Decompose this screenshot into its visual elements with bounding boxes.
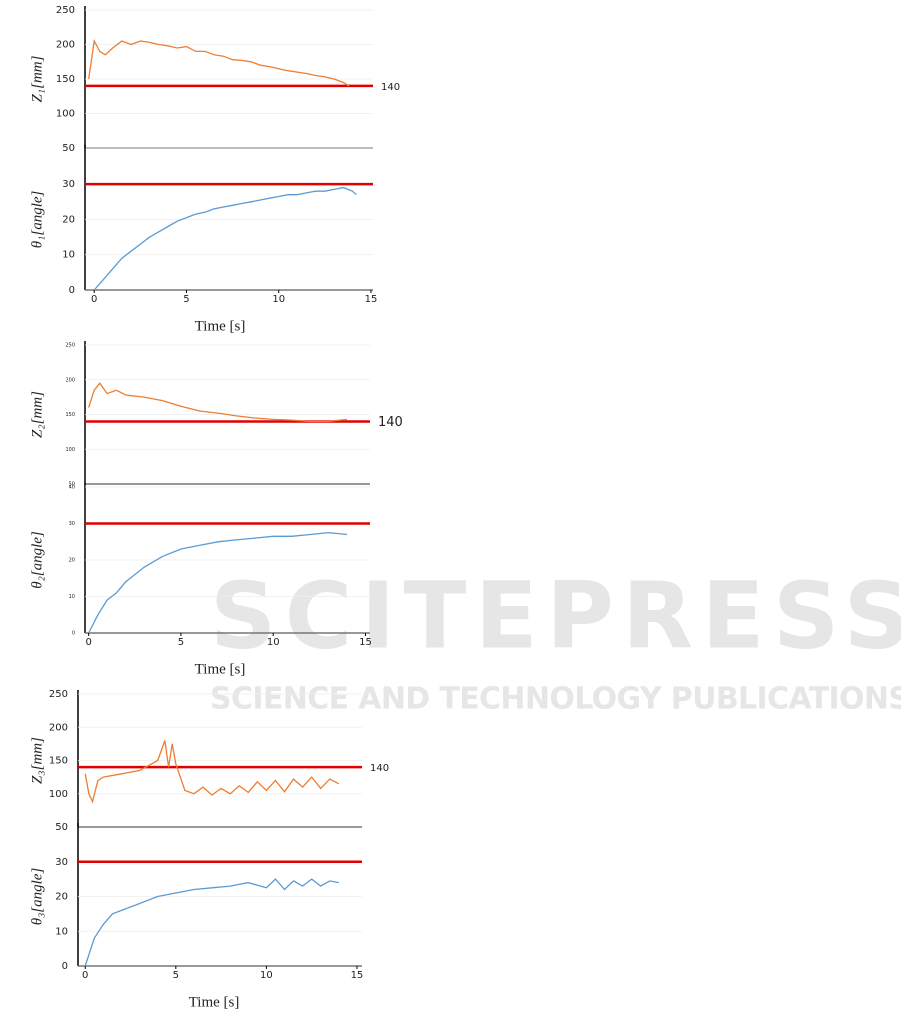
data-line xyxy=(88,382,348,423)
y-axis-label: θ₁[angle] xyxy=(29,190,45,248)
y-tick-label: 150 xyxy=(65,412,75,418)
y-tick-label: 200 xyxy=(65,377,75,383)
y-tick-label: 20 xyxy=(62,214,75,225)
y-tick-label: 10 xyxy=(62,250,75,261)
data-line xyxy=(84,878,339,967)
y-tick-label: 150 xyxy=(49,756,68,767)
watermark-subtitle: SCIENCE AND TECHNOLOGY PUBLICATIONS xyxy=(210,682,901,717)
reference-label: 140 xyxy=(378,415,403,430)
x-tick-label: 0 xyxy=(91,294,97,305)
y-tick-label: 40 xyxy=(69,485,75,491)
y-axis-label: θ₂[angle] xyxy=(29,531,45,589)
y-tick-label: 50 xyxy=(55,822,68,833)
y-tick-label: 0 xyxy=(62,961,68,972)
x-tick-label: 15 xyxy=(359,637,372,648)
y-tick-label: 200 xyxy=(49,722,68,733)
y-tick-label: 20 xyxy=(69,558,75,564)
y-tick-label: 150 xyxy=(56,74,75,85)
y-tick-label: 100 xyxy=(56,109,75,120)
y-tick-label: 30 xyxy=(69,521,75,527)
x-tick-label: 15 xyxy=(351,970,364,981)
x-tick-label: 5 xyxy=(173,970,179,981)
y-tick-label: 0 xyxy=(69,285,75,296)
y-tick-label: 30 xyxy=(62,179,75,190)
x-tick-label: 10 xyxy=(260,970,273,981)
y-tick-label: 250 xyxy=(56,5,75,16)
reference-label: 140 xyxy=(370,763,389,774)
x-tick-label: 0 xyxy=(86,637,92,648)
x-tick-label: 10 xyxy=(267,637,280,648)
x-tick-label: 5 xyxy=(183,294,189,305)
y-axis-label: Z₃[mm] xyxy=(29,737,45,784)
y-axis-label: Z₂[mm] xyxy=(29,391,45,438)
x-axis-label: Time [s] xyxy=(195,318,246,334)
y-axis-label: Z₁[mm] xyxy=(29,55,45,102)
data-line xyxy=(84,740,340,804)
data-line xyxy=(93,186,357,291)
y-tick-label: 0 xyxy=(72,631,75,637)
y-tick-label: 100 xyxy=(49,789,68,800)
y-tick-label: 10 xyxy=(69,594,75,600)
data-line xyxy=(88,531,348,634)
y-tick-label: 250 xyxy=(65,343,75,349)
y-tick-label: 20 xyxy=(55,892,68,903)
reference-label: 140 xyxy=(381,82,400,93)
x-tick-label: 5 xyxy=(178,637,184,648)
y-tick-label: 50 xyxy=(69,482,75,488)
x-tick-label: 15 xyxy=(365,294,378,305)
y-axis-label: θ₃[angle] xyxy=(29,868,45,926)
y-tick-label: 30 xyxy=(55,857,68,868)
x-tick-label: 10 xyxy=(272,294,285,305)
data-line xyxy=(88,38,350,87)
y-tick-label: 250 xyxy=(49,689,68,700)
y-tick-label: 50 xyxy=(62,143,75,154)
y-tick-label: 200 xyxy=(56,40,75,51)
y-tick-label: 100 xyxy=(65,447,75,453)
y-tick-label: 10 xyxy=(55,926,68,937)
x-tick-label: 0 xyxy=(82,970,88,981)
watermark-title: SCITEPRESS xyxy=(210,562,901,669)
x-axis-label: Time [s] xyxy=(195,661,246,677)
x-axis-label: Time [s] xyxy=(189,994,240,1010)
